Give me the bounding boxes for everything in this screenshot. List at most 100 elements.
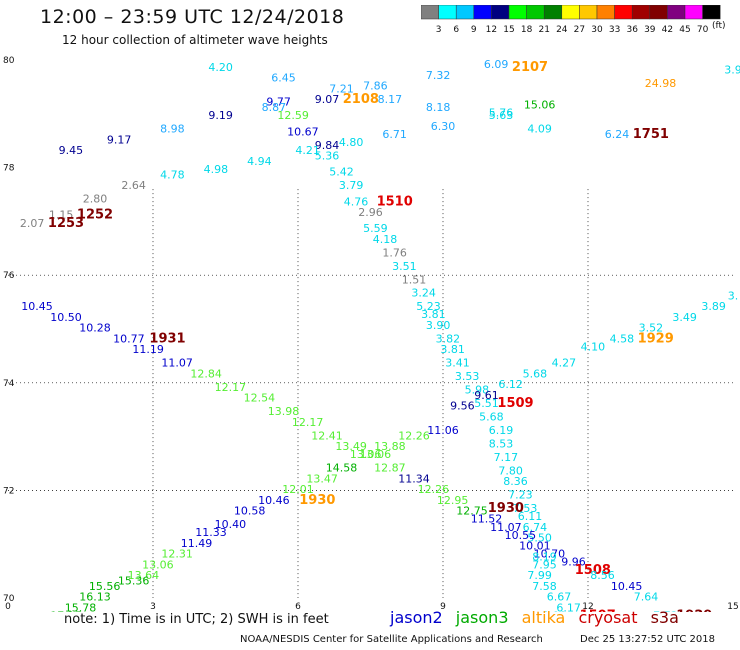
- data-point-label: 9.19: [208, 109, 233, 122]
- legend-cryosat: cryosat: [578, 608, 638, 627]
- data-point-label: 1.76: [382, 246, 407, 259]
- data-point-label: 12.84: [190, 367, 222, 380]
- data-point-label: 1931: [149, 331, 185, 346]
- data-point-label: 4.98: [204, 163, 229, 176]
- data-point-label: 11.33: [195, 526, 227, 539]
- data-point-label: 7.17: [494, 451, 519, 464]
- data-point-label: 15.36: [118, 575, 150, 588]
- y-tick-label: 72: [3, 486, 14, 496]
- data-point-label: 2.07: [20, 217, 45, 230]
- data-point-label: 2108: [343, 92, 379, 107]
- data-point-label: 3.49: [672, 311, 697, 324]
- legend-jason3: jason3: [455, 608, 509, 627]
- data-point-label: 12.01: [282, 483, 314, 496]
- data-point-label: 8.36: [503, 475, 528, 488]
- data-point-label: 7.21: [329, 82, 354, 95]
- data-point-label: 4.58: [610, 332, 635, 345]
- data-point-label: 1509: [497, 396, 533, 411]
- scatter-plot: 0 3 6 9 12 15 70 72 74 76 78 80 4.20 6.45 7.21 7.86 7.32…: [3, 56, 740, 612]
- timestamp: Dec 25 13:27:52 UTC 2018: [580, 634, 715, 645]
- colorbar-tick-label: 27: [574, 25, 585, 35]
- x-tick-label: 9: [440, 602, 446, 612]
- data-point-label: 7.23: [508, 488, 533, 501]
- data-point-label: 6.71: [382, 128, 407, 141]
- data-point-label: 13.06: [142, 558, 174, 571]
- data-point-label: 8.18: [426, 101, 451, 114]
- data-point-label: 7.53: [513, 502, 538, 515]
- data-point-label: 4.09: [527, 123, 552, 136]
- x-tick-label: 6: [295, 602, 301, 612]
- data-point-label: 7.99: [527, 569, 552, 582]
- data-point-label: 6.67: [547, 591, 572, 604]
- data-point-label: 12.41: [311, 429, 343, 442]
- colorbar-tick-label: 70: [697, 25, 709, 35]
- data-point-label: 11.49: [181, 537, 213, 550]
- data-point-label: 10.46: [258, 494, 290, 507]
- y-tick-label: 70: [3, 594, 15, 604]
- data-point-label: 1.15: [49, 209, 74, 222]
- data-point-label: 1930: [299, 493, 335, 508]
- chart-subtitle: 12 hour collection of altimeter wave hei…: [62, 33, 328, 47]
- data-point-label: 7.86: [363, 80, 388, 93]
- data-point-label: 12.75: [456, 505, 488, 518]
- data-point-label: 24.98: [645, 77, 677, 90]
- data-point-label: 13.88: [374, 440, 406, 453]
- data-point-label: 1930: [488, 501, 524, 516]
- data-point-label: 10.67: [287, 125, 319, 138]
- data-point-label: 5.68: [523, 367, 548, 380]
- data-point-label: 4.80: [339, 136, 364, 149]
- data-point-label: 3.82: [436, 332, 461, 345]
- data-point-label: 11.07: [490, 521, 522, 534]
- y-tick-label: 74: [3, 379, 15, 389]
- data-point-label: 3.9: [724, 63, 740, 76]
- data-point-label: 1.51: [402, 273, 427, 286]
- colorbar: 3 6 9 12 15 18 21 24 27 30 33 36 39 42 45 70: [421, 5, 721, 35]
- colorbar-tick-label: 36: [626, 25, 638, 35]
- data-point-label: 9.61: [474, 389, 499, 402]
- data-point-label: 13.64: [128, 569, 160, 582]
- data-point-label: 9.96: [561, 556, 586, 569]
- colorbar-tick-label: 30: [591, 25, 603, 35]
- colorbar-tick-label: 33: [609, 25, 620, 35]
- colorbar-tick-label: 39: [644, 25, 656, 35]
- colorbar-tick-label: 45: [679, 25, 690, 35]
- data-point-label: 3.90: [426, 319, 451, 332]
- data-point-label: 1253: [48, 216, 84, 231]
- colorbar-unit: (ft): [712, 21, 726, 31]
- data-point-label: 5.50: [527, 532, 552, 545]
- data-point-label: 9.45: [59, 144, 84, 157]
- data-point-label: 10.70: [534, 548, 566, 561]
- colorbar-tick-label: 3: [436, 25, 442, 35]
- chart-title: 12:00 – 23:59 UTC 12/24/2018: [40, 6, 345, 28]
- data-point-label: 14.58: [326, 462, 358, 475]
- colorbar-tick-label: 12: [486, 25, 497, 35]
- data-point-label: 10.40: [215, 518, 247, 531]
- data-point-label: 6.24: [605, 128, 630, 141]
- footer-note: note: 1) Time is in UTC; 2) SWH is in fe…: [64, 612, 329, 627]
- data-point-label: 8.56: [590, 569, 615, 582]
- data-point-label: 6.17: [556, 601, 581, 612]
- data-point-label: 11.34: [398, 472, 430, 485]
- data-point-label: 3.79: [339, 179, 364, 192]
- data-point-label: 7.80: [498, 464, 523, 477]
- data-point-label: 12.87: [374, 462, 406, 475]
- data-point-label: 10.45: [21, 300, 53, 313]
- data-point-label: 2.80: [83, 193, 108, 206]
- data-point-label: 12.26: [418, 483, 450, 496]
- data-point-label: 13.47: [306, 472, 338, 485]
- data-point-label: 7.73: [653, 610, 678, 612]
- legend-jason2: jason2: [390, 608, 443, 627]
- data-point-label: 7.58: [532, 580, 557, 593]
- data-point-label: 10.01: [519, 540, 551, 553]
- data-point-label: 10.77: [113, 332, 145, 345]
- data-point-label: 3.89: [701, 300, 726, 313]
- data-point-label: 1252: [77, 208, 113, 223]
- data-point-label: 3.51: [392, 260, 417, 273]
- data-point-label: 8.00: [542, 610, 567, 612]
- data-point-label: 5.36: [315, 150, 340, 163]
- data-point-label: 9.07: [315, 93, 340, 106]
- data-point-label: 6.45: [271, 72, 296, 85]
- data-point-label: 8.19: [532, 550, 557, 563]
- colorbar-tick-label: 15: [503, 25, 514, 35]
- colorbar-tick-label: 42: [662, 25, 673, 35]
